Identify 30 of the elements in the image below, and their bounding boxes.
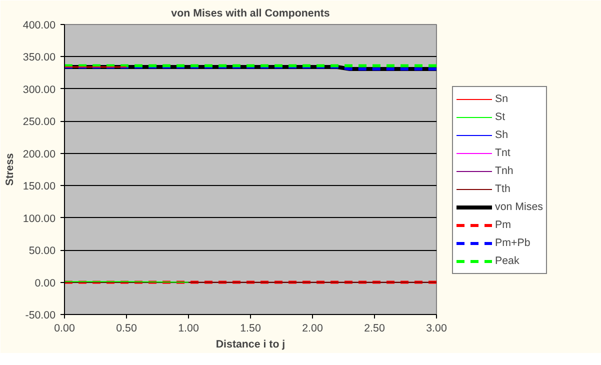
y-tick-label: -50.00 <box>25 310 56 322</box>
y-tick-label: 0.00 <box>34 277 56 290</box>
x-tick-label: 1.00 <box>178 322 199 334</box>
x-tick-label: 0.50 <box>116 322 137 334</box>
y-tick-label: 100.00 <box>22 212 56 225</box>
x-axis-title: Distance i to j <box>216 338 286 350</box>
chart-title: von Mises with all Components <box>171 8 330 20</box>
legend-label: Pm <box>495 218 512 233</box>
x-tick-label: 2.00 <box>302 322 323 334</box>
legend-label: Tnt <box>495 146 512 161</box>
legend-label: Tth <box>495 182 512 197</box>
y-tick-label: 300.00 <box>22 84 56 96</box>
y-tick-label: 350.00 <box>22 52 56 64</box>
legend-label: Sh <box>495 128 510 143</box>
legend-label: Sn <box>495 92 510 107</box>
y-axis-title: Stress <box>4 153 16 186</box>
legend-label: Peak <box>495 254 520 269</box>
legend-label: Pm+Pb <box>495 236 530 251</box>
y-tick-label: 200.00 <box>22 148 56 160</box>
legend-label: von Mises <box>495 200 543 215</box>
y-tick-label: 400.00 <box>22 20 56 32</box>
x-tick-label: 2.50 <box>364 322 385 334</box>
x-tick-label: 1.50 <box>240 322 261 334</box>
x-tick-label: 0.00 <box>54 322 75 334</box>
y-tick-label: 150.00 <box>22 180 56 193</box>
legend-label: Tnh <box>495 164 514 179</box>
y-tick-label: 50.00 <box>28 245 56 258</box>
y-tick-label: 250.00 <box>22 116 56 128</box>
x-tick-label: 3.00 <box>426 322 447 334</box>
legend-label: St <box>495 110 506 125</box>
